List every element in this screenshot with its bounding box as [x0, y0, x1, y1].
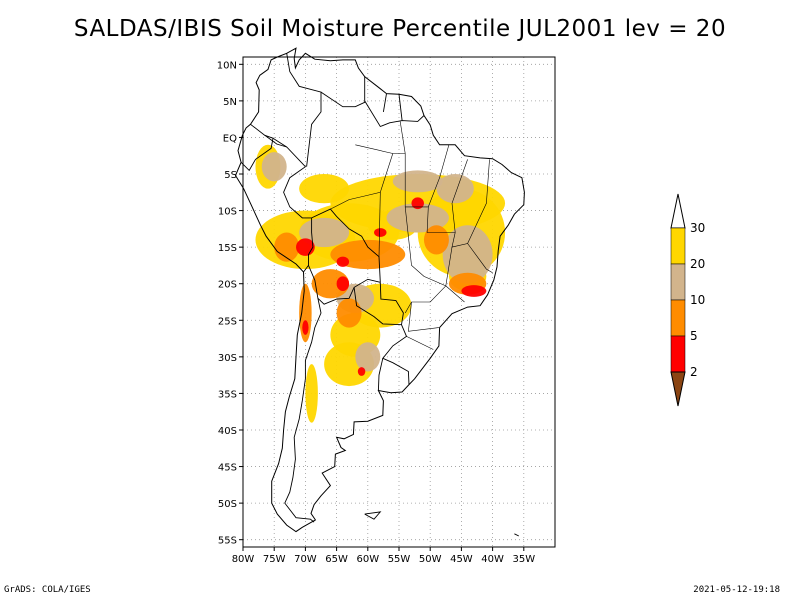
tick-label-lat: 25S: [218, 316, 237, 327]
shading-region: [423, 225, 449, 255]
graticule: [242, 57, 555, 547]
legend-swatch: [670, 263, 686, 301]
state-border: [330, 153, 394, 210]
country-border: [364, 100, 425, 128]
shading-region: [386, 203, 449, 233]
legend-swatch: [670, 335, 686, 373]
tick-label-lon: 60W: [356, 554, 379, 565]
shading-region: [411, 197, 424, 210]
colorbar-legend: 2 5 10 20 30: [670, 193, 705, 407]
tick-label-lat: 55S: [218, 536, 237, 547]
shading-region: [302, 320, 309, 335]
state-border: [406, 336, 434, 350]
tick-label-lon: 55W: [388, 554, 411, 565]
state-border: [404, 206, 446, 287]
tick-label-lat: 40S: [218, 426, 237, 437]
tick-label-lon: 65W: [325, 554, 348, 565]
country-border: [308, 265, 381, 305]
legend-arrow-bottom: [670, 371, 686, 407]
footer-timestamp: 2021-05-12-19:18: [693, 585, 780, 595]
tick-label-lat: 10S: [218, 207, 237, 218]
legend-label: 5: [690, 329, 698, 343]
tick-label-lon: 75W: [263, 554, 286, 565]
state-border: [467, 243, 493, 273]
tick-label-lat: 45S: [218, 463, 237, 474]
state-border: [445, 285, 465, 303]
shading-region: [274, 232, 300, 262]
legend-label: 30: [690, 221, 705, 235]
state-border: [408, 301, 439, 332]
shading-region: [357, 367, 366, 376]
tick-label-lat: 30S: [218, 353, 237, 364]
legend-swatch: [670, 299, 686, 337]
country-border: [377, 358, 384, 391]
tick-label-lon: 45W: [450, 554, 473, 565]
legend-swatch: [670, 227, 686, 265]
shading-region: [299, 174, 350, 204]
tick-label-lat: EQ: [223, 133, 237, 144]
legend-label: 20: [690, 257, 705, 271]
country-border: [382, 324, 410, 385]
axis-ticks: 80W 75W 70W 65W 60W 55W 50W 45W 40W 35W 10N 5N EQ 5S 1…: [217, 60, 535, 565]
shading-region: [261, 152, 287, 182]
tick-label-lat: 5S: [224, 170, 237, 181]
country-border: [272, 137, 314, 273]
shading-region: [336, 276, 350, 292]
country-border: [311, 208, 381, 283]
shading-region: [355, 342, 381, 372]
percentile-shading: [255, 144, 506, 423]
legend-arrow-top: [670, 193, 686, 229]
shading-region: [305, 364, 318, 423]
shading-region: [461, 285, 487, 297]
island-outline: [514, 533, 520, 537]
shading-region: [442, 225, 493, 284]
state-border: [404, 247, 453, 314]
tick-label-lon: 80W: [232, 554, 255, 565]
shading-region: [436, 174, 474, 204]
legend-label: 10: [690, 293, 705, 307]
country-border: [264, 134, 287, 148]
tick-label-lat: 35S: [218, 389, 237, 400]
tick-label-lon: 50W: [419, 554, 442, 565]
country-border: [284, 298, 322, 523]
coastline-and-borders: [234, 47, 525, 537]
legend-label: 2: [690, 365, 698, 379]
shading-region: [336, 298, 362, 328]
state-border: [378, 192, 381, 257]
country-border: [320, 76, 366, 108]
tick-label-lat: 10N: [217, 60, 237, 71]
tick-label-lon: 40W: [481, 554, 504, 565]
map-title: SALDAS/IBIS Soil Moisture Percentile JUL…: [73, 16, 727, 42]
shading-region: [374, 228, 387, 237]
island-outline: [364, 511, 382, 520]
tick-label-lat: 5N: [223, 97, 237, 108]
footer-credit: GrADS: COLA/IGES: [4, 585, 91, 595]
tick-label-lat: 15S: [218, 243, 237, 254]
tick-label-lat: 20S: [218, 280, 237, 291]
country-border: [398, 94, 403, 121]
country-border: [286, 53, 322, 167]
tick-label-lon: 70W: [294, 554, 317, 565]
tick-label-lat: 50S: [218, 499, 237, 510]
shading-region: [311, 269, 350, 299]
country-border: [382, 93, 387, 112]
tick-label-lon: 35W: [512, 554, 535, 565]
state-border: [355, 121, 406, 154]
shading-region: [336, 256, 350, 267]
